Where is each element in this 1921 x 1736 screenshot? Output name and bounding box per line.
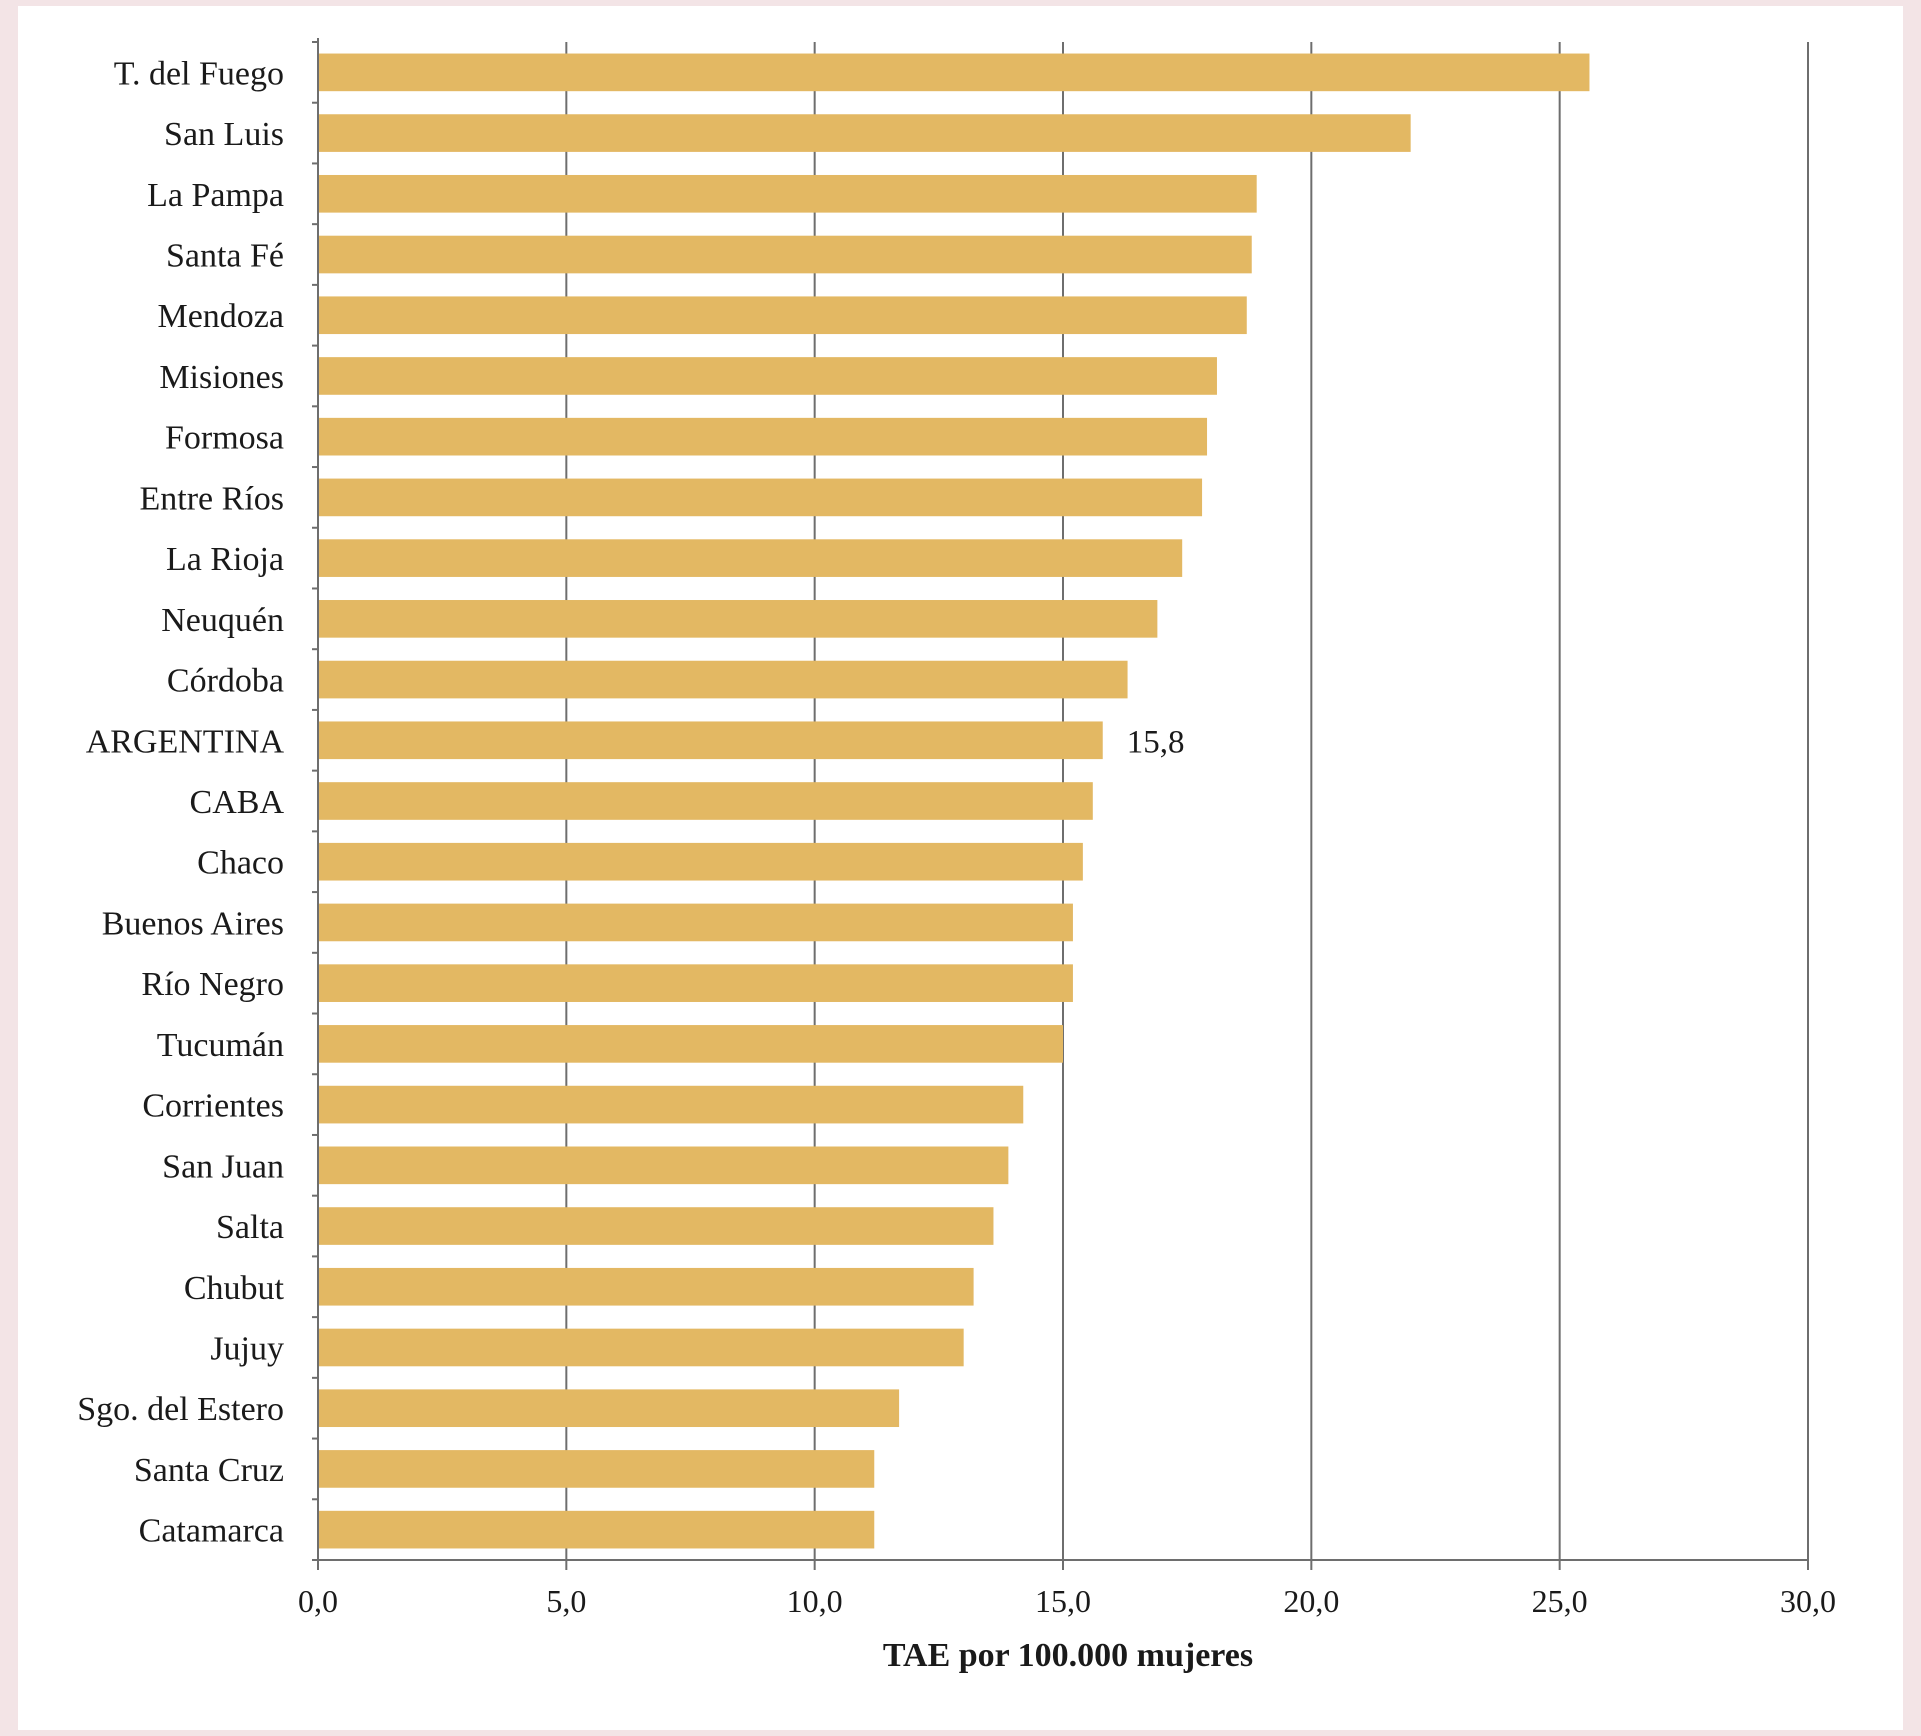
category-label: Catamarca — [139, 1513, 284, 1550]
bar — [318, 660, 1128, 699]
tick-labels: 0,0 5,0 10,0 15,0 20,0 25,0 30,0 — [298, 1583, 1836, 1619]
category-label: San Juan — [162, 1148, 284, 1185]
category-label: Chaco — [197, 845, 284, 882]
category-label: Río Negro — [141, 966, 284, 1003]
bar — [318, 174, 1257, 213]
bar — [318, 1267, 974, 1306]
bar — [318, 53, 1590, 92]
category-label: Buenos Aires — [102, 905, 284, 942]
category-label: Sgo. del Estero — [77, 1391, 284, 1428]
x-tick-label: 30,0 — [1780, 1583, 1836, 1619]
category-label: CABA — [190, 784, 285, 821]
chart-container: T. del Fuego San Luis La Pampa Santa Fé Mend… — [18, 6, 1903, 1730]
bar — [318, 782, 1093, 820]
bar — [318, 600, 1158, 638]
bar — [318, 417, 1208, 456]
category-label: Chubut — [184, 1270, 285, 1307]
bar — [318, 1328, 964, 1367]
category-label: Misiones — [159, 359, 284, 396]
category-label: Córdoba — [167, 663, 284, 700]
category-labels: T. del Fuego San Luis La Pampa Santa Fé Mend… — [77, 55, 284, 1549]
bar — [318, 357, 1217, 395]
bar — [318, 114, 1411, 152]
category-label: ARGENTINA — [86, 723, 285, 760]
bar — [318, 1025, 1063, 1063]
bar — [318, 903, 1073, 942]
category-label: San Luis — [164, 116, 284, 153]
bar — [318, 1207, 994, 1245]
bar — [318, 478, 1203, 517]
x-axis-title: TAE por 100.000 mujeres — [883, 1637, 1253, 1674]
category-label: Salta — [216, 1209, 284, 1246]
bar — [318, 1389, 900, 1428]
category-label: Entre Ríos — [140, 480, 284, 517]
category-label: Neuquén — [161, 602, 284, 639]
data-labels: 15,8 — [1127, 724, 1185, 760]
bar — [318, 1085, 1024, 1124]
category-label: La Pampa — [147, 177, 284, 214]
bar — [318, 1146, 1009, 1185]
x-tick-label: 5,0 — [546, 1583, 586, 1619]
category-label: Tucumán — [157, 1027, 284, 1064]
bar — [318, 721, 1103, 760]
bar — [318, 842, 1083, 881]
bars — [318, 53, 1590, 1549]
bar-chart: T. del Fuego San Luis La Pampa Santa Fé Mend… — [77, 38, 1836, 1674]
x-tick-label: 0,0 — [298, 1583, 338, 1619]
x-tick-label: 15,0 — [1035, 1583, 1091, 1619]
bar — [318, 235, 1252, 274]
bar — [318, 539, 1183, 577]
category-label: Jujuy — [210, 1330, 284, 1367]
category-label: Santa Cruz — [134, 1452, 284, 1489]
category-label: Formosa — [165, 420, 284, 457]
axes — [312, 38, 1809, 1570]
bar — [318, 1450, 875, 1488]
category-label: T. del Fuego — [114, 55, 284, 92]
x-tick-label: 20,0 — [1283, 1583, 1339, 1619]
category-label: La Rioja — [166, 541, 284, 578]
x-tick-label: 10,0 — [787, 1583, 843, 1619]
category-label: Mendoza — [157, 298, 284, 335]
category-label: Santa Fé — [166, 238, 284, 275]
bar — [318, 964, 1073, 1002]
data-label: 15,8 — [1127, 724, 1185, 760]
bar — [318, 296, 1247, 335]
bar — [318, 1510, 875, 1549]
category-label: Corrientes — [142, 1088, 284, 1125]
x-tick-label: 25,0 — [1532, 1583, 1588, 1619]
